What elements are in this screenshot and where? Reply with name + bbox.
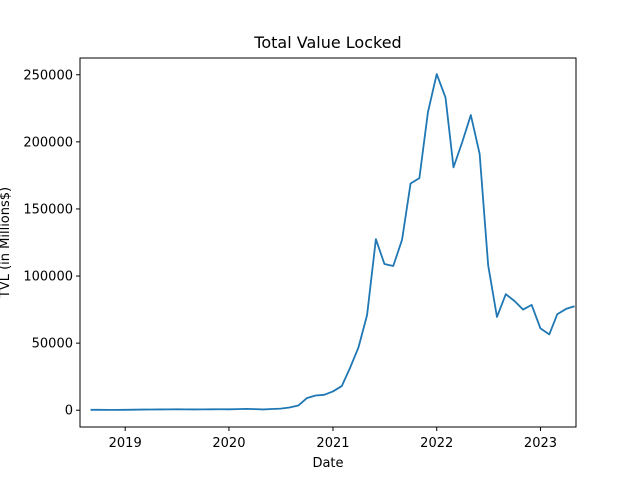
x-tick-label: 2023 [524,436,557,451]
x-tick-label: 2020 [212,436,245,451]
x-axis-label: Date [312,456,343,471]
series-lines [90,73,575,411]
y-tick-label: 0 [65,404,73,419]
y-tick-label: 50000 [32,337,73,352]
y-tick-label: 200000 [23,135,73,150]
y-tick-label: 100000 [23,270,73,285]
x-tick-label: 2022 [420,436,453,451]
x-tick-label: 2021 [316,436,349,451]
y-axis-ticks: 0 50000 100000 150000 200000 250000 [23,68,80,419]
y-tick-label: 150000 [23,202,73,217]
x-axis-ticks: 2019 2020 2021 2022 2023 [109,427,557,451]
x-tick-label: 2019 [109,436,142,451]
tvl-series-line [90,73,575,411]
y-axis-label: TVL (in Millions$) [0,187,13,299]
y-tick-label: 250000 [23,68,73,83]
chart-title: Total Value Locked [253,33,401,52]
plot-area-frame [79,57,577,428]
